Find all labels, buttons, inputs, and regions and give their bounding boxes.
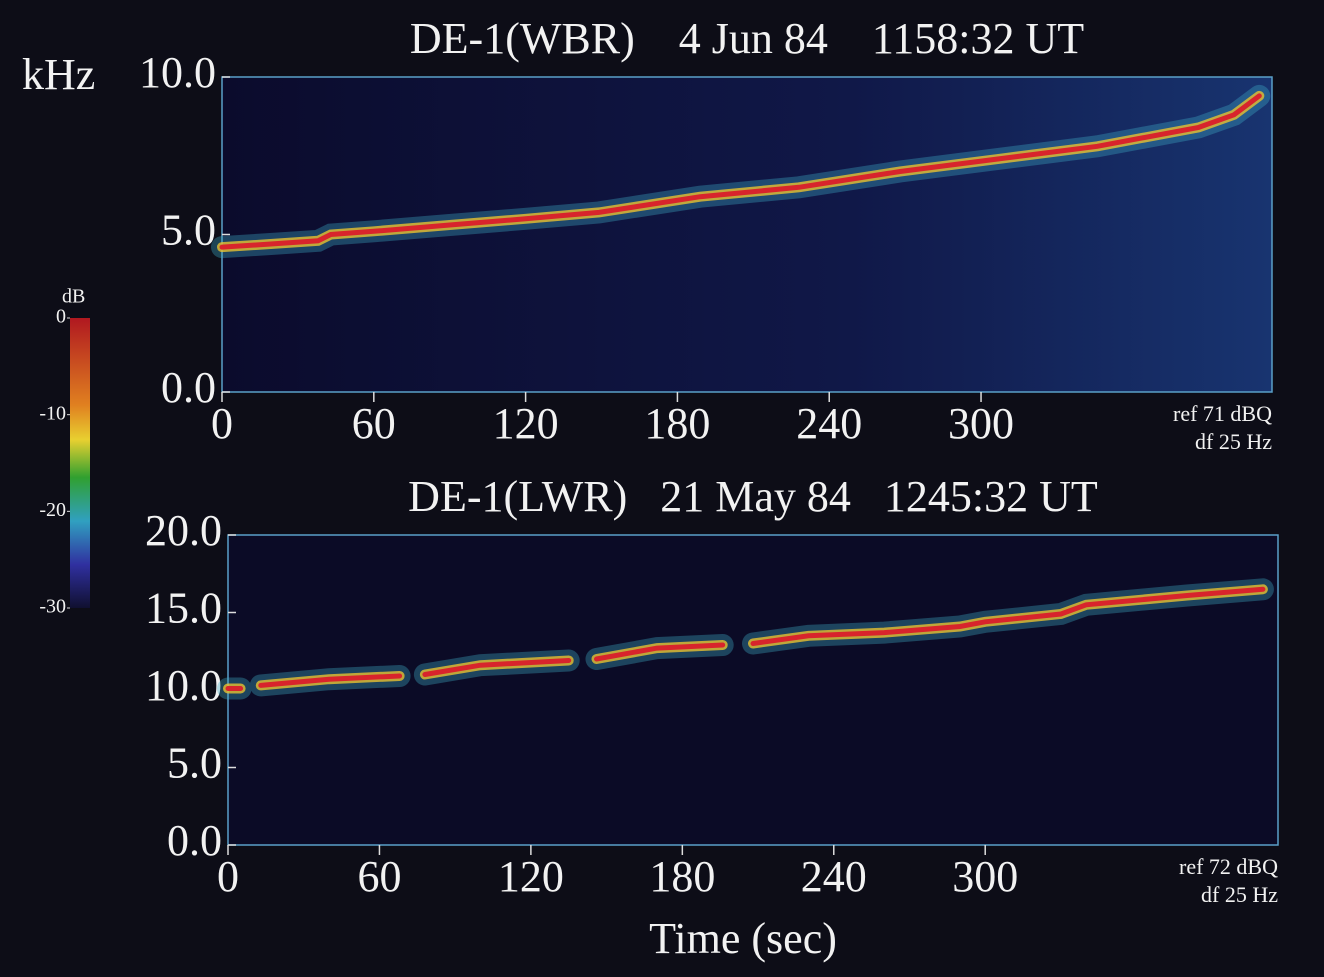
x-tick-label: 180 [649,852,715,901]
colorbar-tick-label: -30 [39,596,66,618]
colorbar-tick-label: -20 [39,499,66,521]
x-tick-label: 240 [796,399,862,448]
y-tick-label: 0.0 [167,816,222,865]
colorbar-label: dB [62,286,85,308]
y-tick-label: 0.0 [161,363,216,412]
x-tick-label: 240 [801,852,867,901]
plot-area [227,534,1279,846]
annotation: df 25 Hz [1201,882,1278,907]
colorbar [70,318,90,608]
x-tick-label: 180 [644,399,710,448]
x-tick-label: 300 [948,399,1014,448]
x-axis-label: Time (sec) [649,914,837,963]
x-tick-label: 120 [493,399,559,448]
chart-title: DE-1(LWR) 21 May 84 1245:32 UT [408,472,1098,521]
x-tick-label: 60 [352,399,396,448]
annotation: ref 71 dBQ [1173,401,1272,426]
y-axis-label: kHz [22,50,95,99]
y-tick-label: 10.0 [145,661,222,710]
annotation: df 25 Hz [1195,429,1272,454]
line [225,586,1266,691]
y-tick-label: 15.0 [145,584,222,633]
y-tick-label: 10.0 [139,48,216,97]
y-tick-label: 20.0 [145,506,222,555]
y-tick-label: 5.0 [161,206,216,255]
annotation: ref 72 dBQ [1179,854,1278,879]
colorbar-tick-label: -10 [39,402,66,424]
colorbar-tick-label: 0 [56,306,66,328]
x-tick-label: 300 [952,852,1018,901]
line [219,93,1262,250]
plot-area [221,76,1273,393]
x-tick-label: 0 [217,852,239,901]
x-tick-label: 120 [498,852,564,901]
y-tick-label: 5.0 [167,739,222,788]
chart-title: DE-1(WBR) 4 Jun 84 1158:32 UT [410,14,1084,63]
x-tick-label: 60 [357,852,401,901]
x-tick-label: 0 [211,399,233,448]
